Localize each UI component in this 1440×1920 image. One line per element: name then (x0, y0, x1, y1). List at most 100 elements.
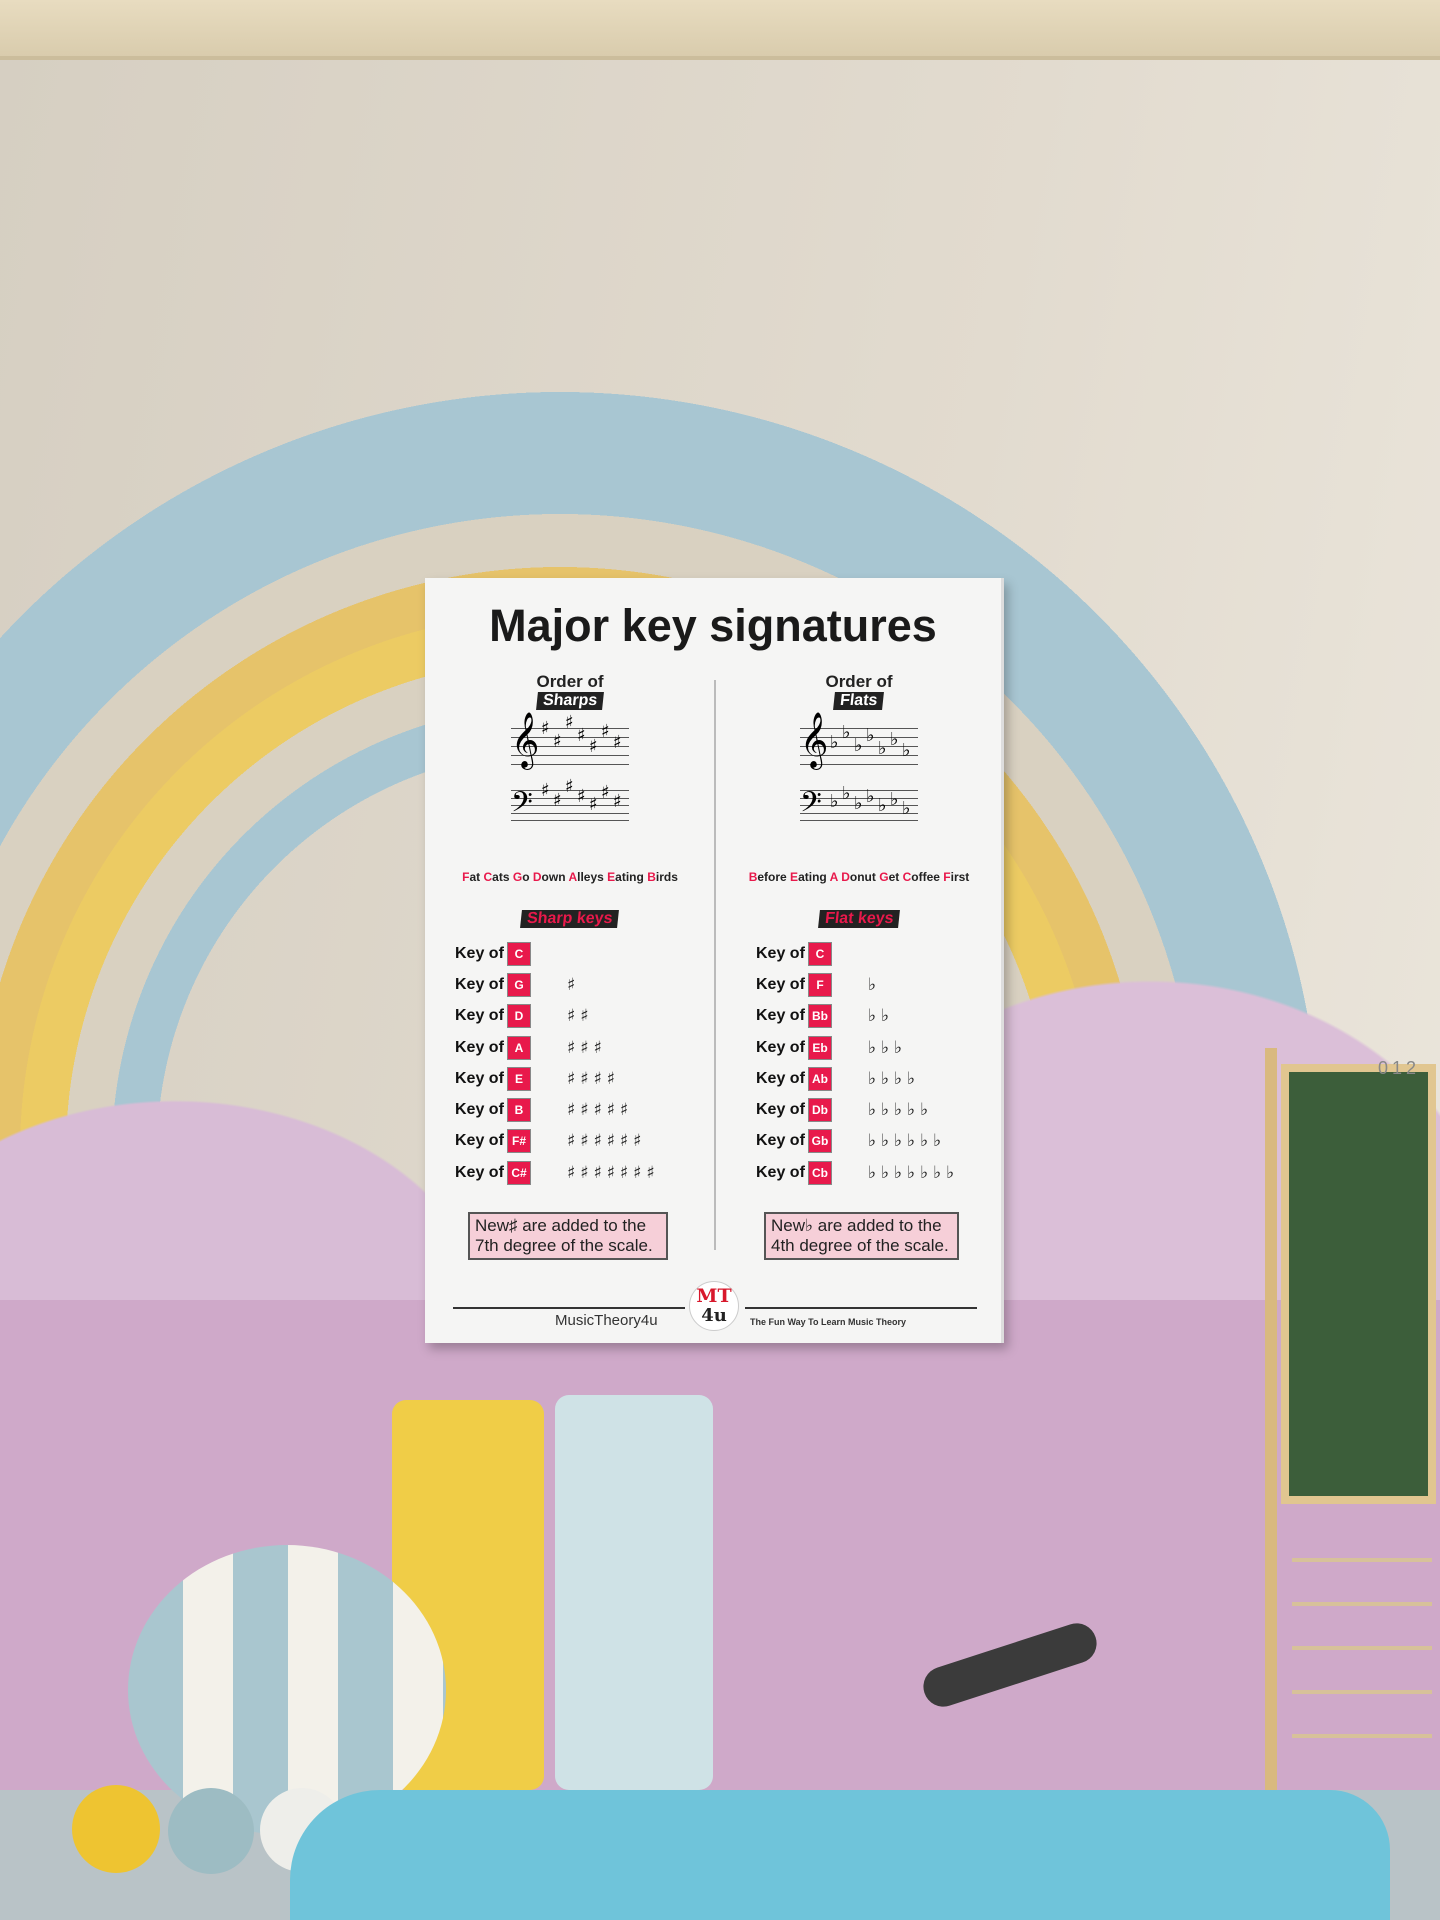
mnemonic-rest: o (522, 870, 530, 884)
mnemonic-initial: D (532, 870, 542, 884)
mnemonic-rest: own (541, 870, 566, 884)
flats-column: Order of Flats 𝄞 ♭ ♭ ♭ ♭ ♭ ♭ ♭ 𝄢 ♭ ♭ ♭ ♭ ♭ ♭ ♭ Before E… (714, 673, 1004, 1260)
key-label: Key of (756, 1038, 805, 1056)
mnemonic-word: First (943, 870, 969, 884)
staff-line (511, 805, 629, 806)
sharp-keys-heading: Sharp keys (520, 910, 620, 928)
mnemonic-word: Fat (462, 870, 480, 884)
staff-line (800, 797, 918, 799)
flat-icon: ♭ (842, 783, 851, 805)
staff-line (800, 728, 918, 729)
key-name-badge: G (507, 972, 531, 997)
sharp-icon: ♯ (565, 712, 574, 734)
key-signature-accidentals: ♯♯♯♯♯♯ (567, 1131, 647, 1152)
key-name-badge: E (507, 1066, 531, 1091)
mnemonic-rest: irds (655, 870, 678, 884)
key-label: Key of (756, 1069, 805, 1087)
footer-line-right (745, 1307, 977, 1309)
staff-line (511, 790, 629, 791)
blue-pencil-cushion (555, 1395, 713, 1790)
key-row: Key of C# ♯♯♯♯♯♯♯ (455, 1157, 660, 1188)
staff-line (800, 820, 918, 821)
sharp-icon: ♯ (541, 718, 550, 739)
sharp-icon: ♯ (553, 789, 562, 811)
flats-highlight: Flats (833, 692, 885, 710)
key-signature-accidentals: ♯♯♯ (567, 1037, 607, 1058)
key-row: Key of Gb ♭♭♭♭♭♭ (756, 1126, 959, 1157)
mnemonic-rest: lleys (577, 870, 604, 884)
order-of-flats-heading: Order of Flats (714, 673, 1004, 710)
key-row: Key of Ab ♭♭♭♭ (756, 1063, 959, 1094)
mnemonic-initial: C (902, 870, 912, 884)
key-signature-accidentals: ♭♭♭♭♭♭ (868, 1131, 947, 1152)
key-signature-accidentals: ♭♭♭ (868, 1037, 908, 1058)
treble-staff-sharps: 𝄞 ♯ ♯ ♯ ♯ ♯ ♯ ♯ (511, 712, 629, 765)
small-yellow-ball (72, 1785, 160, 1873)
key-label: Key of (756, 1007, 805, 1025)
mnemonic-rest: ating (798, 870, 827, 884)
sharp-icon: ♯ (553, 730, 562, 752)
flat-icon: ♭ (866, 785, 875, 807)
key-label: Key of (455, 944, 504, 962)
mnemonic-initial: F (462, 870, 470, 884)
staff-line (800, 737, 918, 738)
flat-icon: ♭ (830, 732, 839, 753)
order-label: Order of (536, 672, 604, 691)
flat-icon: ♭ (866, 725, 875, 746)
key-name-badge: Ab (808, 1066, 832, 1091)
key-row: Key of F# ♯♯♯♯♯♯ (455, 1126, 660, 1157)
key-name-badge: Cb (808, 1160, 832, 1185)
flat-keys-list: Key of C Key of F ♭ Key of Bb ♭♭ Key of Eb ♭♭♭ Key … (756, 938, 959, 1188)
sharps-column: Order of Sharps 𝄞 ♯ ♯ ♯ ♯ ♯ ♯ ♯ 𝄢 ♯ ♯ ♯ ♯ ♯ ♯ ♯ Fat Cat… (425, 672, 715, 1260)
key-label: Key of (455, 1007, 504, 1025)
key-row: Key of Bb ♭♭ (756, 1001, 959, 1032)
mnemonic-word: Eating (790, 870, 827, 884)
mnemonic-initial: G (879, 870, 889, 884)
sharp-icon: ♯ (613, 791, 622, 812)
staff-line (511, 764, 629, 765)
staff-line (511, 820, 629, 821)
sharp-icon: ♯ (565, 775, 574, 797)
flat-icon: ♭ (902, 740, 911, 762)
key-name-badge: A (507, 1035, 531, 1060)
staff-line (800, 755, 918, 756)
flat-keys-heading: Flat keys (817, 910, 901, 928)
key-row: Key of B ♯♯♯♯♯ (455, 1094, 660, 1125)
mnemonic-word: Birds (647, 870, 678, 884)
treble-clef-icon: 𝄞 (511, 712, 540, 768)
key-name-badge: B (507, 1098, 531, 1123)
staff-line (800, 805, 918, 806)
mnemonic-initial: E (790, 870, 799, 884)
mnemonic-word: A (830, 870, 838, 884)
sharps-note: New♯ are added to the 7th degree of the … (468, 1212, 668, 1260)
sharp-icon: ♯ (613, 732, 622, 753)
key-label: Key of (756, 944, 805, 962)
flat-icon: ♭ (902, 797, 911, 819)
flat-icon: ♭ (890, 729, 899, 751)
key-label: Key of (455, 1038, 504, 1056)
mnemonic-word: Donut (841, 870, 876, 884)
mnemonic-rest: irst (950, 870, 970, 884)
mnemonic-rest: at (469, 870, 481, 884)
mnemonic-rest: onut (849, 870, 876, 884)
key-signatures-poster: Major key signatures Order of Sharps 𝄞 ♯ ♯ ♯… (425, 578, 1004, 1343)
sharps-mnemonic: Fat Cats Go Down Alleys Eating Birds (425, 870, 715, 884)
key-label: Key of (756, 1132, 805, 1150)
poster-title: Major key signatures (489, 600, 937, 651)
treble-staff-flats: 𝄞 ♭ ♭ ♭ ♭ ♭ ♭ ♭ (800, 716, 918, 765)
mnemonic-initial: D (841, 870, 850, 884)
bass-staff-flats: 𝄢 ♭ ♭ ♭ ♭ ♭ ♭ ♭ (800, 783, 918, 826)
key-label: Key of (756, 975, 805, 993)
bass-staff-sharps: 𝄢 ♯ ♯ ♯ ♯ ♯ ♯ ♯ (511, 776, 629, 826)
mnemonic-word: Get (879, 870, 899, 884)
key-name-badge: F (808, 972, 832, 997)
mnemonic-word: Alleys (568, 870, 603, 884)
staff-line (800, 764, 918, 765)
key-row: Key of D ♯♯ (455, 1001, 660, 1032)
mnemonic-word: Before (749, 870, 787, 884)
mnemonic-initial: B (748, 870, 758, 884)
sharps-highlight: Sharps (535, 692, 605, 710)
key-label: Key of (455, 1163, 504, 1181)
sharp-keys-list: Key of C Key of G ♯ Key of D ♯♯ Key of A ♯♯♯ Key of… (455, 938, 660, 1188)
sharp-icon: ♯ (589, 736, 598, 758)
